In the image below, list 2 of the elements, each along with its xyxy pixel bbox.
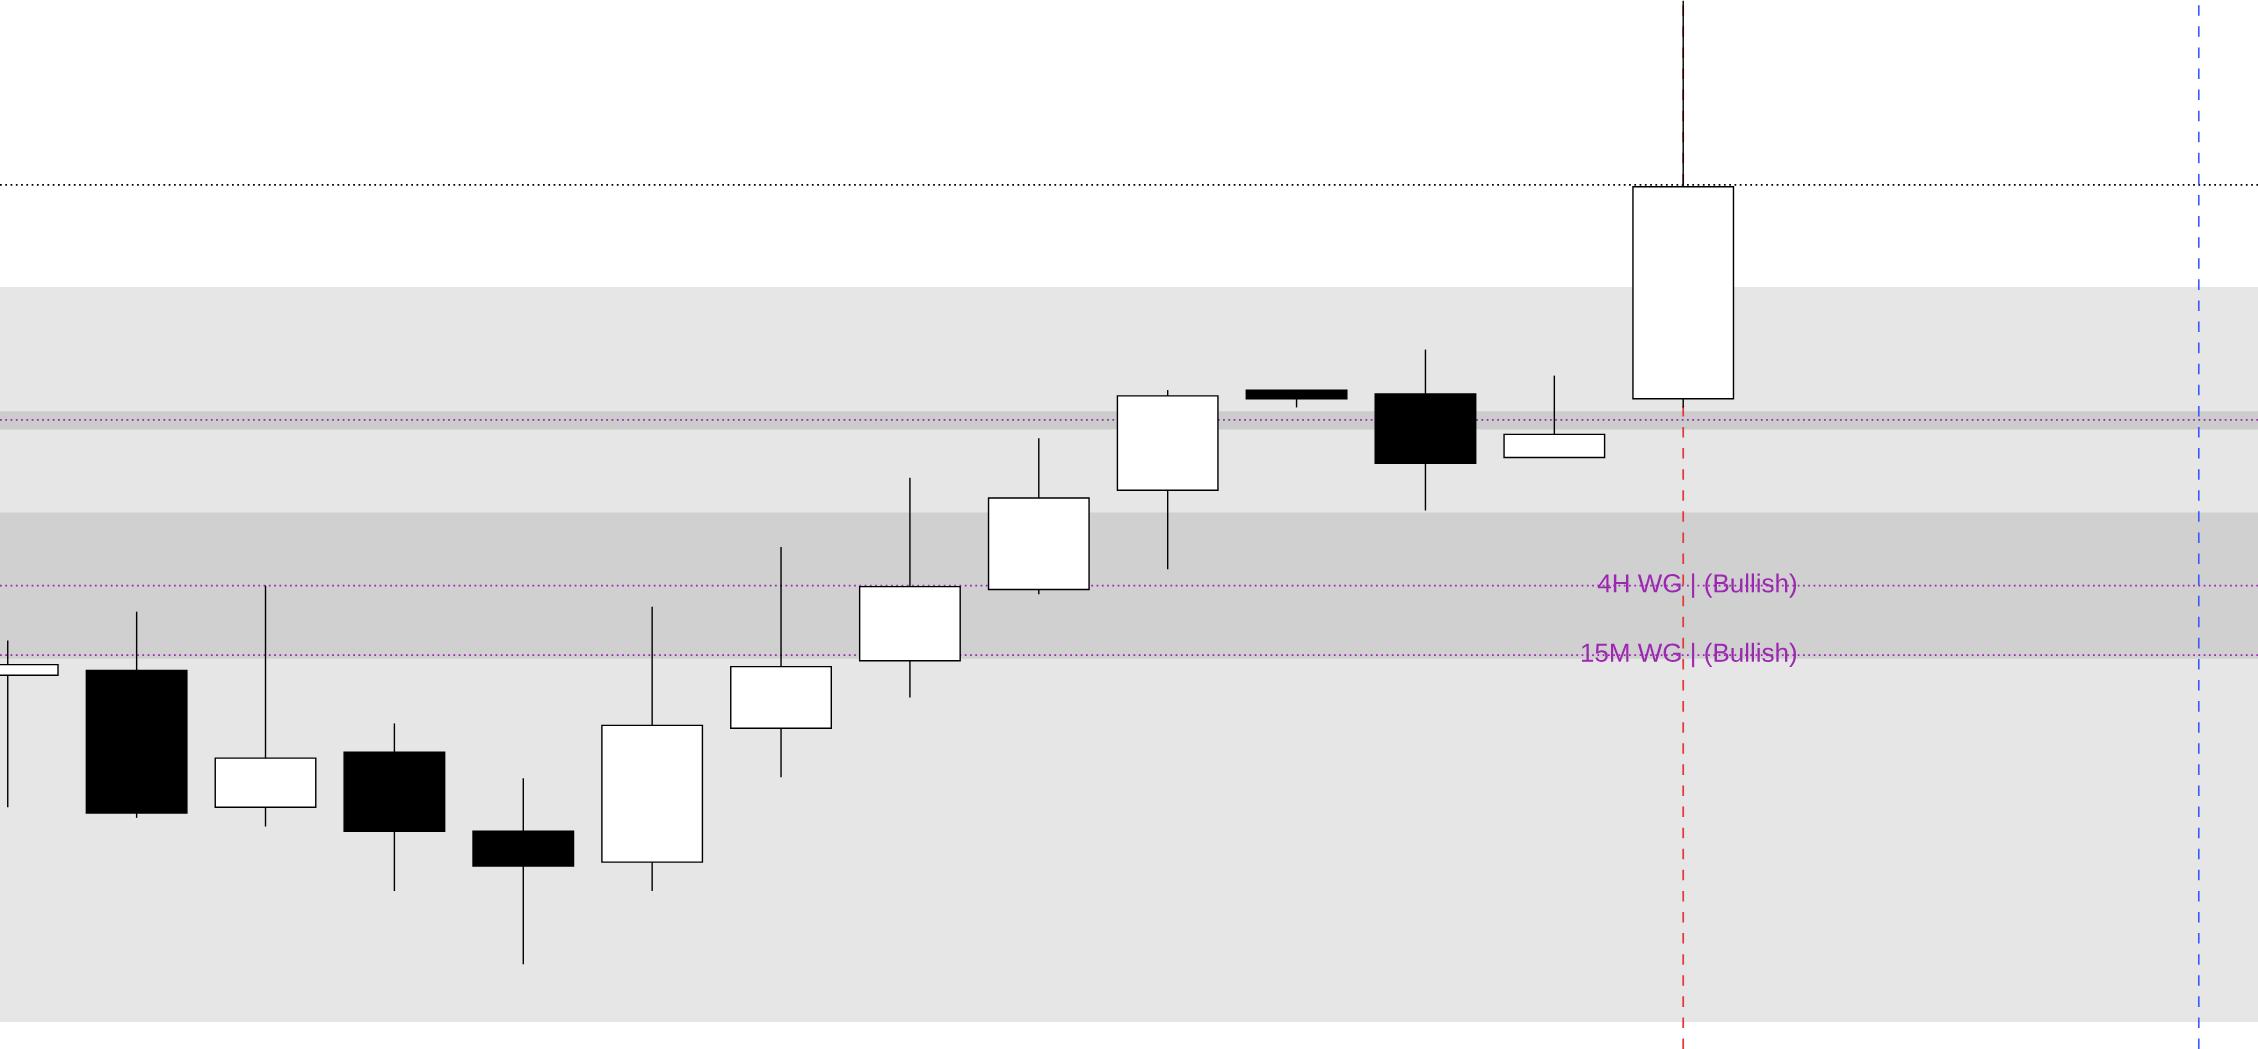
ref-line-label: 4H WG | (Bullish) (1597, 573, 1797, 598)
ref-line-label: 15M WG | (Bullish) (1581, 642, 1797, 668)
